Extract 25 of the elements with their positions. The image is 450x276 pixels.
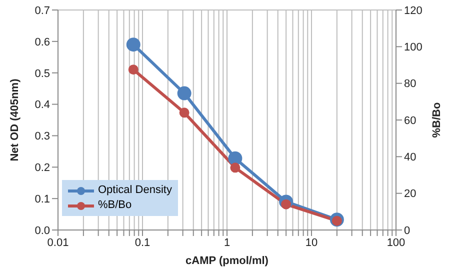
legend-label: %B/Bo <box>98 198 132 213</box>
y2-tick-label: 80 <box>404 78 416 90</box>
x-tick-label: 0.1 <box>134 236 150 249</box>
y-tick-label: 0.4 <box>34 99 50 112</box>
y2-tick-label: 40 <box>404 152 416 164</box>
y2-tick-label: 20 <box>404 188 416 200</box>
y-axis-title: Net OD (405nm) <box>8 78 21 162</box>
y-tick-label: 0.2 <box>34 162 50 174</box>
y-tick-label: 0.3 <box>34 130 50 143</box>
y-tick-label: 0.0 <box>34 224 50 237</box>
y-tick-label: 0.1 <box>34 193 50 206</box>
y2-tick-label: 100 <box>404 42 422 54</box>
y-tick-label: 0.5 <box>34 68 50 80</box>
y2-tick-label: 60 <box>404 114 416 127</box>
x-tick-label: 1 <box>224 236 230 249</box>
x-axis-title: cAMP (pmol/ml) <box>186 255 269 267</box>
x-tick-label: 10 <box>305 236 318 249</box>
legend-label: Optical Density <box>98 183 172 198</box>
y2-tick-label: 0 <box>404 224 410 237</box>
x-tick-label: 0.01 <box>47 236 69 249</box>
x-tick-label: 100 <box>386 236 406 249</box>
y2-tick-label: 120 <box>404 4 422 17</box>
y-tick-label: 0.7 <box>34 4 50 17</box>
y2-axis-title: %B/Bo <box>430 102 443 138</box>
y-tick-label: 0.6 <box>34 36 50 48</box>
